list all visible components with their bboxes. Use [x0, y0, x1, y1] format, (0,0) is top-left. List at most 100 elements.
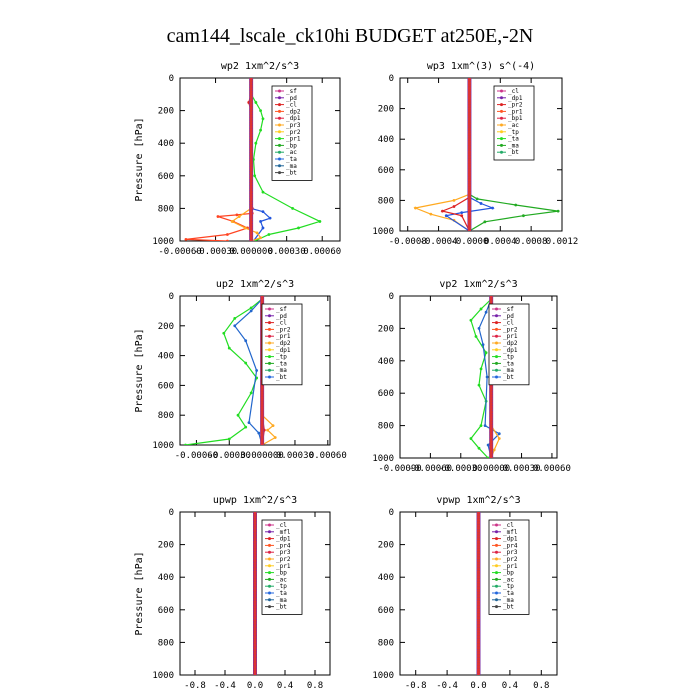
- zero-profile-point: [249, 190, 253, 194]
- legend-label: _bt: [276, 604, 287, 611]
- zero-profile-point: [249, 201, 253, 205]
- series-line-dp1: [233, 298, 263, 445]
- zero-profile-point: [253, 629, 257, 634]
- legend-marker: [278, 130, 281, 134]
- zero-profile-point: [249, 87, 253, 91]
- zero-profile-point: [249, 174, 253, 178]
- zero-profile-point: [467, 163, 472, 167]
- zero-profile-point: [467, 173, 472, 177]
- zero-profile-point: [467, 150, 472, 154]
- zero-profile-point: [476, 513, 481, 517]
- zero-profile-point: [467, 117, 472, 121]
- series-line-dp1: [444, 196, 495, 231]
- zero-profile-point: [249, 166, 253, 170]
- zero-profile-point: [467, 175, 472, 180]
- legend-label: _pr4: [276, 542, 291, 549]
- data-point: [254, 141, 258, 145]
- panel-title: vp2 1xm^2/s^3: [439, 279, 517, 290]
- x-tick-label: 0.4: [277, 681, 293, 691]
- legend-label: _cl: [286, 102, 297, 109]
- zero-profile-point: [476, 665, 481, 669]
- zero-profile-point: [249, 206, 253, 210]
- legend-label: _bp1: [508, 115, 523, 122]
- zero-profile-point: [253, 548, 257, 552]
- zero-profile-point: [253, 567, 257, 571]
- zero-profile-point: [467, 152, 472, 157]
- zero-profile-point: [476, 567, 481, 571]
- legend-marker: [268, 605, 271, 609]
- x-tick-label: -0.0004: [420, 237, 458, 247]
- series-group: [476, 512, 481, 675]
- legend-marker: [495, 368, 498, 372]
- zero-profile-point: [476, 646, 481, 650]
- data-point: [318, 220, 322, 223]
- zero-profile-point: [467, 91, 472, 95]
- data-point: [227, 346, 231, 350]
- legend-marker: [495, 557, 498, 561]
- x-tick-label: 0.0008: [515, 237, 548, 247]
- zero-profile-point: [260, 416, 264, 420]
- zero-profile-point: [489, 424, 493, 428]
- zero-profile-point: [249, 100, 253, 105]
- y-tick-label: 800: [378, 638, 394, 648]
- zero-profile-point: [489, 456, 493, 458]
- legend-label: _pr2: [286, 129, 301, 136]
- zero-profile-point: [253, 667, 257, 672]
- y-tick-label: 400: [158, 573, 174, 583]
- data-point: [492, 448, 496, 452]
- legend-marker: [500, 130, 503, 134]
- y-tick-label: 800: [378, 422, 394, 432]
- zero-profile-point: [260, 398, 264, 402]
- zero-profile-point: [260, 423, 264, 427]
- zero-profile-point: [253, 665, 257, 669]
- zero-profile-point: [253, 578, 257, 582]
- data-point: [477, 383, 481, 387]
- zero-profile-point: [467, 99, 472, 103]
- legend-marker: [495, 307, 498, 311]
- zero-profile-point: [253, 627, 257, 631]
- data-point: [441, 209, 444, 213]
- legend-marker: [278, 89, 281, 93]
- legend-label: _ma: [503, 597, 514, 604]
- legend-label: _ma: [503, 367, 514, 374]
- zero-profile-point: [489, 418, 493, 422]
- legend-label: _ta: [503, 360, 514, 367]
- zero-profile-point: [467, 140, 472, 144]
- legend-label: _bt: [286, 170, 297, 177]
- zero-profile-point: [249, 168, 253, 172]
- legend: _sf_pd_cl_pr2_pr1_dp2_dp1_tp_ta_ma_bt: [488, 303, 530, 386]
- legend: _cl_dp1_pr2_pr1_bp1_ac_tp_ta_ma_bt: [493, 85, 535, 161]
- zero-profile-point: [253, 621, 257, 625]
- zero-profile-point: [476, 589, 481, 593]
- zero-profile-point: [253, 581, 257, 585]
- data-point: [237, 215, 241, 218]
- zero-profile-point: [467, 86, 472, 90]
- data-point: [261, 226, 265, 230]
- plot-frame: [399, 77, 563, 232]
- zero-profile-point: [476, 512, 481, 514]
- data-point: [497, 432, 501, 436]
- zero-profile-point: [467, 178, 472, 182]
- data-point: [556, 209, 560, 213]
- legend-marker: [495, 550, 498, 554]
- data-point: [247, 421, 251, 425]
- data-point: [429, 212, 433, 216]
- legend-label: _dp2: [286, 108, 301, 115]
- zero-profile-point: [253, 583, 257, 587]
- legend-marker: [500, 137, 503, 141]
- legend-marker: [500, 96, 503, 100]
- y-tick-label: 1000: [372, 671, 394, 681]
- zero-profile-point: [489, 451, 493, 455]
- zero-profile-point: [253, 600, 257, 604]
- zero-profile-point: [476, 591, 481, 596]
- zero-profile-point: [476, 523, 481, 528]
- zero-profile-point: [253, 589, 257, 593]
- y-tick-label: 400: [378, 357, 394, 367]
- zero-profile-point: [476, 540, 481, 544]
- data-point: [268, 216, 272, 220]
- zero-profile-point: [253, 610, 257, 615]
- zero-profile-point: [476, 648, 481, 653]
- x-tick-label: 0.00030: [268, 247, 306, 257]
- zero-profile-point: [476, 543, 481, 547]
- zero-profile-point: [467, 196, 472, 200]
